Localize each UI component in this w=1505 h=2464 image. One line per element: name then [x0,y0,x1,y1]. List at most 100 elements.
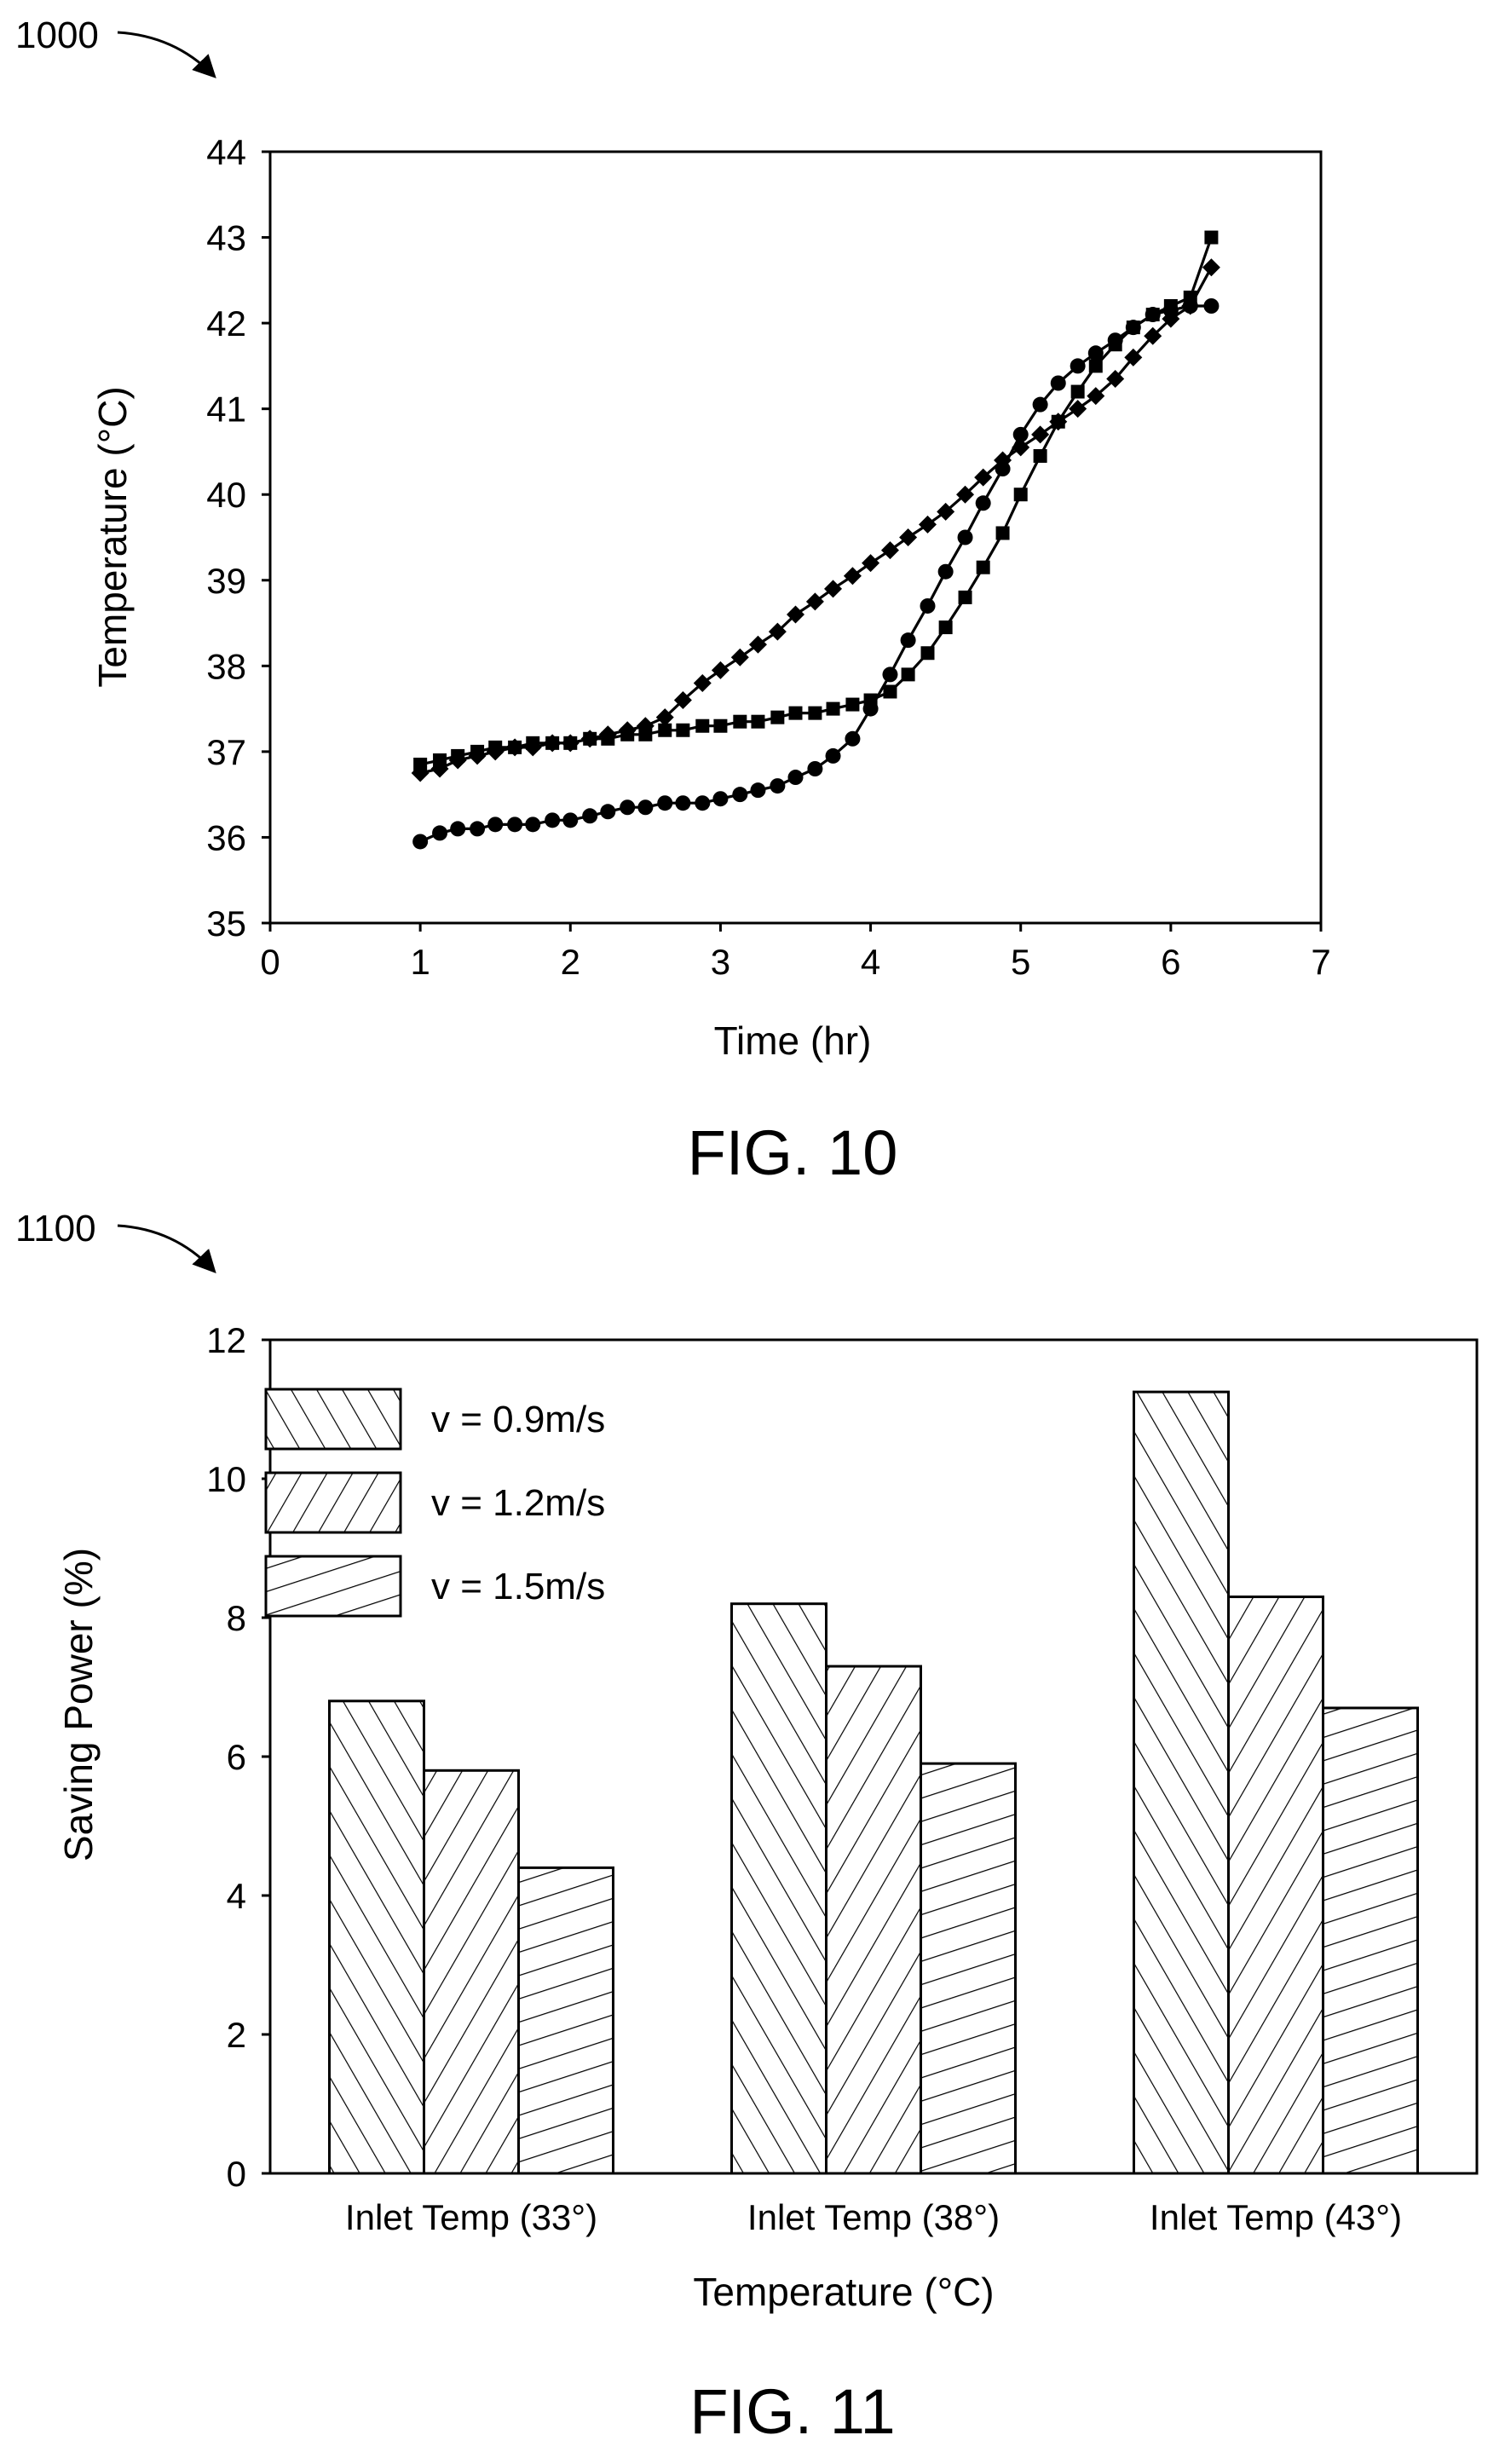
chart1-series-line [419,267,1213,775]
chart2-bar [517,1866,614,2175]
chart1-y-tick-label: 41 [206,390,246,430]
chart2-bar [328,1699,425,2175]
chart1-data-point-diamond [673,691,692,710]
chart1-data-point-square [601,731,615,746]
chart1-y-axis-label: Temperature (°C) [90,386,135,687]
chart1-data-point-diamond [880,541,899,560]
chart1-y-tick-label: 35 [206,903,246,943]
chart2-bar [825,1665,922,2175]
chart1-series-square [413,230,1219,771]
chart1-data-point-diamond [843,567,862,586]
chart2-legend-label: v = 1.2m/s [431,1482,605,1524]
chart1-data-point-circle [750,782,766,799]
chart1-data-point-diamond [655,708,674,727]
chart1-data-point-diamond [1069,400,1087,418]
chart1-data-point-diamond [899,528,918,546]
chart1-data-point-circle [1070,358,1086,374]
chart1-data-point-circle [937,563,954,580]
chart2-bars-group [328,1390,1419,2175]
chart1-y-tick-label: 42 [206,303,246,343]
chart1-data-point-diamond [919,515,937,534]
chart1-data-point-square [976,560,990,574]
chart2-legend-swatch [264,1388,402,1451]
chart1-data-point-circle [695,795,711,811]
chart1-y-tick-label: 38 [206,646,246,686]
chart1-data-point-square [526,736,540,750]
chart2-y-tick-label: 6 [227,1737,246,1777]
chart1-x-tick-label: 7 [1311,942,1330,982]
fig10-ref-number: 1000 [15,14,99,56]
fig11-ref-number: 1100 [15,1208,96,1249]
chart1-data-point-circle [1182,298,1198,314]
chart1-data-point-circle [562,812,579,828]
fig10-ref-arrow [117,31,216,78]
chart1-data-point-square [638,727,653,742]
chart1-data-point-diamond [956,485,975,504]
chart2-bar [920,1762,1017,2175]
chart2-x-tick-label: Inlet Temp (33°) [345,2197,597,2237]
chart1-data-point-circle [1107,332,1123,349]
chart1-data-point-square [901,667,915,682]
chart2-y-tick-label: 4 [227,1876,246,1916]
chart1-data-point-square [938,620,953,635]
chart1-series-diamond [411,258,1220,782]
chart1-data-point-circle [1203,298,1220,314]
chart1-x-axis-label: Time (hr) [714,1018,872,1063]
chart2-bar [423,1769,520,2175]
chart1-data-point-square [733,714,747,729]
chart1-data-point-circle [432,825,448,841]
chart1-data-point-circle [525,817,541,833]
chart1-data-point-circle [712,791,729,807]
chart1-series-circle [412,298,1220,850]
chart1-data-point-square [751,714,765,729]
chart2-x-axis-label: Temperature (°C) [693,2270,994,2314]
chart2-legend-swatch [264,1471,402,1534]
chart2-bar [1227,1596,1324,2175]
chart1-data-point-circle [995,461,1011,477]
chart1-data-point-square [583,731,597,746]
chart1-data-point-circle [770,778,786,794]
chart1-data-point-diamond [768,622,787,641]
chart1-x-tick-label: 0 [260,942,280,982]
chart2-x-tick-label: Inlet Temp (38°) [747,2197,1000,2237]
chart1-data-point-square [920,646,935,661]
chart2-bar [1322,1706,1419,2175]
chart2-y-tick-label: 2 [227,2015,246,2055]
chart1-data-point-diamond [974,468,993,487]
chart1-data-point-circle [975,495,991,511]
chart2-bar [730,1602,827,2175]
chart1-data-point-square [658,723,672,737]
chart1-data-point-square [788,706,803,720]
chart1-data-point-circle [1012,426,1029,442]
chart1-data-point-square [695,718,710,733]
chart1-data-point-circle [657,795,673,811]
chart1-data-point-diamond [1202,258,1220,277]
chart1-data-point-circle [1145,307,1161,323]
chart1-data-point-circle [470,821,486,837]
chart1-data-point-square [1070,384,1085,399]
chart1-data-point-square [563,736,578,750]
chart1-data-point-square [508,740,522,754]
chart1-data-point-square [620,727,635,742]
chart2-y-tick-label: 12 [206,1320,246,1360]
fig10-reference: 1000 [15,14,216,78]
chart1-x-tick-label: 1 [410,942,430,982]
fig11-caption: FIG. 11 [689,2376,895,2447]
chart1-data-point-diamond [787,605,804,624]
chart1-data-point-diamond [730,648,749,666]
chart1-data-point-circle [882,666,898,683]
chart1-data-point-circle [1162,303,1179,319]
chart1-data-point-square [958,590,972,604]
chart1-data-point-diamond [937,502,955,521]
chart2-y-tick-label: 10 [206,1459,246,1499]
chart1-y-tick-label: 43 [206,218,246,258]
chart1-y-tick-label: 39 [206,561,246,601]
chart1-data-point-square [845,697,860,712]
chart1-x-axis: 0 1 2 3 4 5 6 7 [260,923,1331,982]
chart1-data-point-circle [957,529,973,545]
chart1-data-point-square [995,526,1010,540]
chart1-data-point-diamond [1144,326,1162,345]
chart1-data-point-square [1204,230,1219,245]
